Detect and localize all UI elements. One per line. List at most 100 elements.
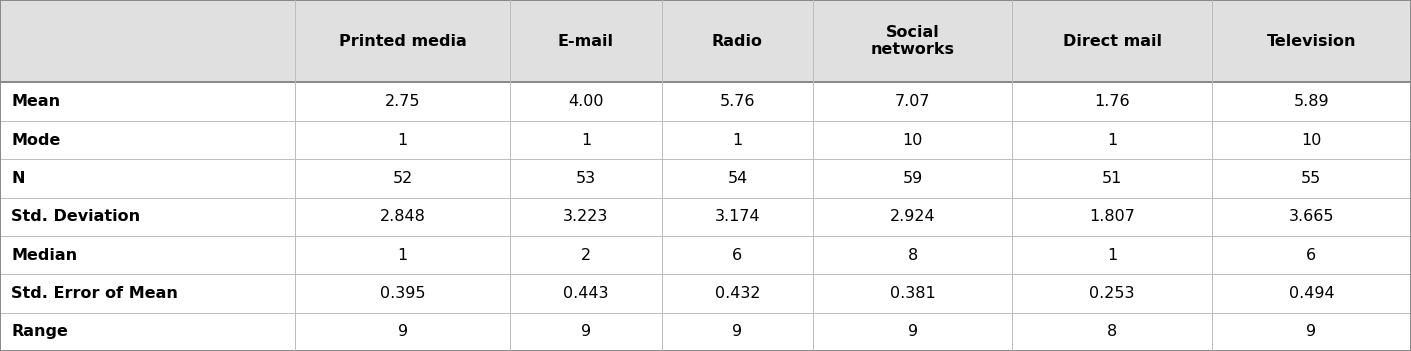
Bar bbox=[813, 0, 1013, 82]
Text: 4.00: 4.00 bbox=[569, 94, 604, 109]
Text: 53: 53 bbox=[576, 171, 595, 186]
Text: 3.174: 3.174 bbox=[714, 209, 761, 224]
Bar bbox=[511, 198, 662, 236]
Text: 8: 8 bbox=[1108, 324, 1118, 339]
Bar bbox=[1212, 0, 1411, 82]
Text: 10: 10 bbox=[1301, 133, 1322, 147]
Bar bbox=[813, 159, 1013, 198]
Bar bbox=[813, 313, 1013, 351]
Bar bbox=[662, 274, 813, 313]
Text: 0.443: 0.443 bbox=[563, 286, 608, 301]
Text: 2.924: 2.924 bbox=[890, 209, 935, 224]
Bar bbox=[0, 236, 295, 274]
Bar bbox=[0, 274, 295, 313]
Text: 2.848: 2.848 bbox=[380, 209, 426, 224]
Bar bbox=[1212, 236, 1411, 274]
Text: 2: 2 bbox=[581, 247, 591, 263]
Text: 1: 1 bbox=[398, 133, 408, 147]
Bar bbox=[813, 274, 1013, 313]
Bar bbox=[511, 313, 662, 351]
Bar bbox=[662, 0, 813, 82]
Bar bbox=[1013, 159, 1212, 198]
Text: Mode: Mode bbox=[11, 133, 61, 147]
Text: 1.807: 1.807 bbox=[1089, 209, 1134, 224]
Text: 8: 8 bbox=[907, 247, 919, 263]
Text: Direct mail: Direct mail bbox=[1062, 34, 1161, 49]
Text: 0.395: 0.395 bbox=[380, 286, 425, 301]
Text: 3.223: 3.223 bbox=[563, 209, 608, 224]
Text: 1.76: 1.76 bbox=[1095, 94, 1130, 109]
Text: 59: 59 bbox=[903, 171, 923, 186]
Text: Social
networks: Social networks bbox=[871, 25, 955, 58]
Text: N: N bbox=[11, 171, 25, 186]
Bar bbox=[1013, 274, 1212, 313]
Text: Std. Error of Mean: Std. Error of Mean bbox=[11, 286, 178, 301]
Bar bbox=[511, 159, 662, 198]
Bar bbox=[511, 121, 662, 159]
Text: 0.494: 0.494 bbox=[1288, 286, 1335, 301]
Bar bbox=[295, 159, 511, 198]
Bar bbox=[662, 198, 813, 236]
Bar bbox=[1013, 0, 1212, 82]
Bar bbox=[662, 159, 813, 198]
Bar bbox=[0, 159, 295, 198]
Bar bbox=[295, 198, 511, 236]
Text: Std. Deviation: Std. Deviation bbox=[11, 209, 141, 224]
Text: 1: 1 bbox=[1108, 247, 1118, 263]
Bar bbox=[1013, 198, 1212, 236]
Bar bbox=[0, 121, 295, 159]
Text: 9: 9 bbox=[907, 324, 917, 339]
Bar bbox=[662, 313, 813, 351]
Text: 1: 1 bbox=[581, 133, 591, 147]
Bar bbox=[662, 121, 813, 159]
Text: 54: 54 bbox=[727, 171, 748, 186]
Text: 10: 10 bbox=[903, 133, 923, 147]
Bar bbox=[511, 274, 662, 313]
Text: 52: 52 bbox=[392, 171, 412, 186]
Bar bbox=[295, 313, 511, 351]
Text: 9: 9 bbox=[732, 324, 742, 339]
Text: 0.381: 0.381 bbox=[890, 286, 935, 301]
Text: 5.76: 5.76 bbox=[720, 94, 755, 109]
Text: 0.432: 0.432 bbox=[714, 286, 761, 301]
Bar bbox=[0, 198, 295, 236]
Text: 3.665: 3.665 bbox=[1288, 209, 1335, 224]
Bar bbox=[511, 236, 662, 274]
Text: Television: Television bbox=[1267, 34, 1356, 49]
Bar bbox=[813, 82, 1013, 121]
Bar bbox=[1013, 121, 1212, 159]
Text: Printed media: Printed media bbox=[339, 34, 467, 49]
Bar bbox=[295, 121, 511, 159]
Bar bbox=[295, 274, 511, 313]
Text: 0.253: 0.253 bbox=[1089, 286, 1134, 301]
Bar bbox=[295, 236, 511, 274]
Bar bbox=[0, 82, 295, 121]
Bar bbox=[0, 313, 295, 351]
Text: 9: 9 bbox=[1307, 324, 1316, 339]
Bar bbox=[1212, 313, 1411, 351]
Bar bbox=[295, 0, 511, 82]
Bar bbox=[813, 198, 1013, 236]
Text: 6: 6 bbox=[1307, 247, 1316, 263]
Bar bbox=[1212, 198, 1411, 236]
Bar bbox=[0, 0, 295, 82]
Text: 6: 6 bbox=[732, 247, 742, 263]
Text: Range: Range bbox=[11, 324, 68, 339]
Text: E-mail: E-mail bbox=[557, 34, 614, 49]
Text: 55: 55 bbox=[1301, 171, 1322, 186]
Text: 1: 1 bbox=[732, 133, 742, 147]
Bar bbox=[511, 0, 662, 82]
Text: 1: 1 bbox=[398, 247, 408, 263]
Text: 9: 9 bbox=[581, 324, 591, 339]
Text: 2.75: 2.75 bbox=[385, 94, 420, 109]
Text: 1: 1 bbox=[1108, 133, 1118, 147]
Bar bbox=[511, 82, 662, 121]
Bar bbox=[813, 236, 1013, 274]
Bar bbox=[662, 82, 813, 121]
Bar bbox=[813, 121, 1013, 159]
Bar bbox=[1212, 82, 1411, 121]
Bar bbox=[1212, 274, 1411, 313]
Text: 5.89: 5.89 bbox=[1294, 94, 1329, 109]
Bar bbox=[1013, 236, 1212, 274]
Bar bbox=[662, 236, 813, 274]
